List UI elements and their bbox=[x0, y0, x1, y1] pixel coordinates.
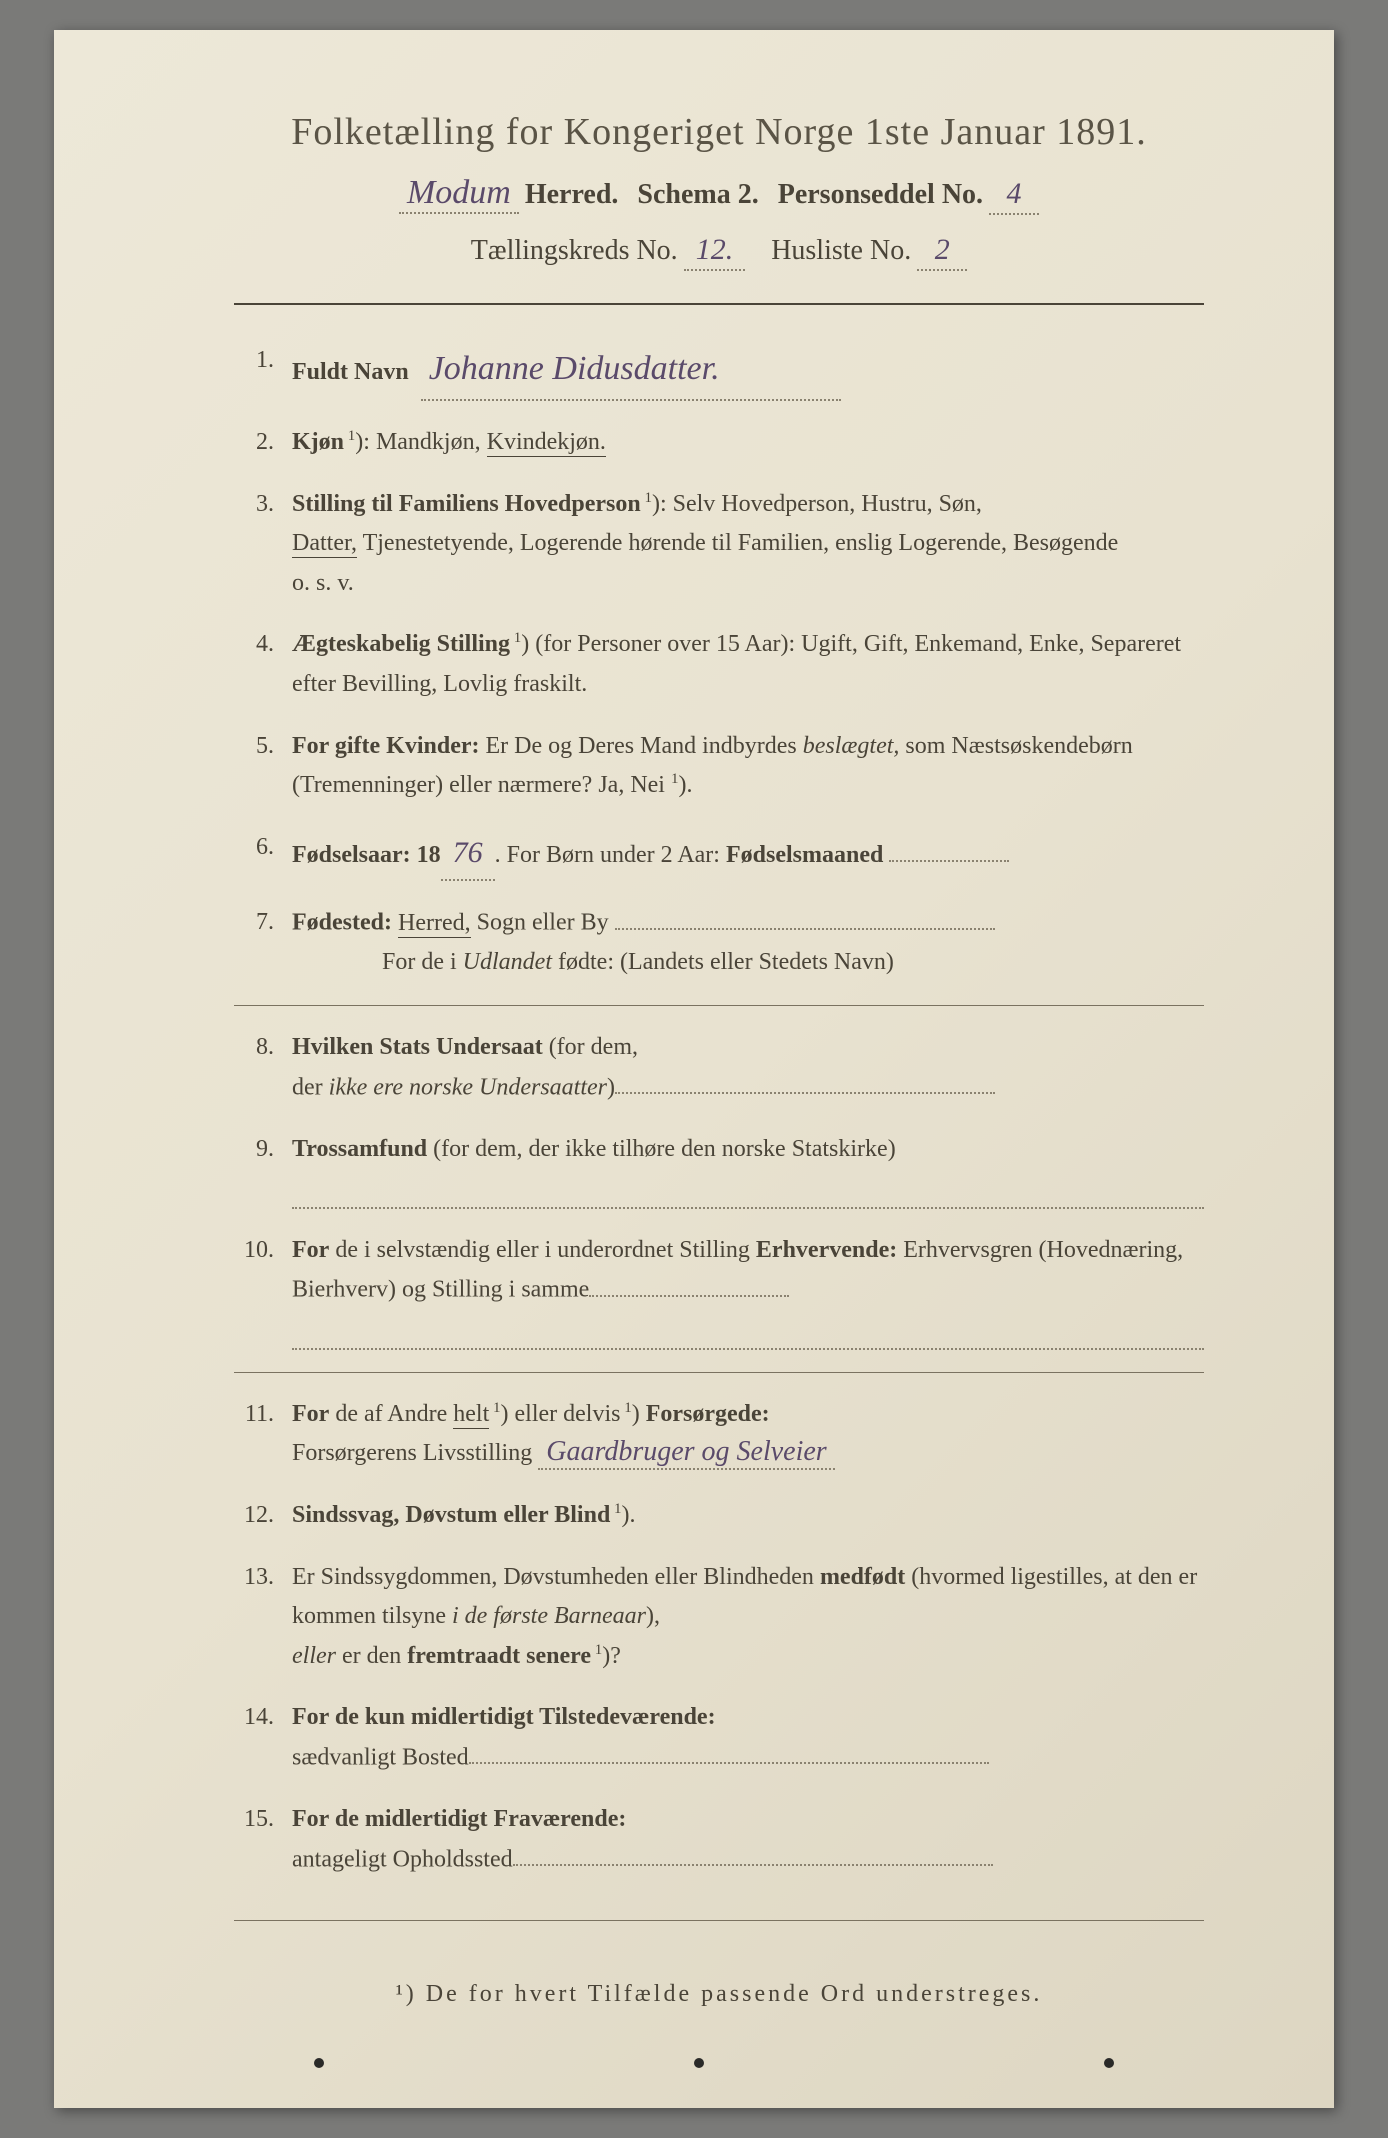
header-divider bbox=[234, 303, 1204, 305]
taellingskreds-label: Tællingskreds No. bbox=[471, 235, 678, 267]
field-15: 15. For de midlertidigt Fraværende: anta… bbox=[234, 1800, 1204, 1880]
section-divider-2 bbox=[234, 1372, 1204, 1373]
personseddel-no: 4 bbox=[989, 177, 1039, 215]
field-2-selected: Kvindekjøn. bbox=[487, 429, 606, 457]
form-title: Folketælling for Kongeriget Norge 1ste J… bbox=[234, 110, 1204, 154]
field-7-selected: Herred, bbox=[398, 910, 471, 938]
field-1-value: Johanne Didusdatter. bbox=[421, 341, 841, 401]
paper-blemish bbox=[694, 2058, 704, 2068]
field-11: 11. For de af Andre helt 1) eller delvis… bbox=[234, 1395, 1204, 1474]
field-11-value: Gaardbruger og Selveier bbox=[538, 1438, 834, 1470]
husliste-no: 2 bbox=[917, 233, 967, 271]
field-6: 6. Fødselsaar: 1876. For Børn under 2 Aa… bbox=[234, 828, 1204, 882]
taellingskreds-no: 12. bbox=[684, 233, 746, 271]
field-6-label: Fødselsaar: 18 bbox=[292, 842, 441, 868]
field-3: 3. Stilling til Familiens Hovedperson 1)… bbox=[234, 485, 1204, 604]
field-15-label: For de midlertidigt Fraværende: bbox=[292, 1806, 626, 1832]
field-2-label: Kjøn bbox=[292, 429, 344, 455]
field-10: 10. For de i selvstændig eller i underor… bbox=[234, 1231, 1204, 1350]
field-8: 8. Hvilken Stats Undersaat (for dem, der… bbox=[234, 1028, 1204, 1108]
field-5-label: For gifte Kvinder: bbox=[292, 733, 480, 759]
herred-handwritten: Modum bbox=[399, 176, 519, 214]
subheader-line-1: Modum Herred. Schema 2. Personseddel No.… bbox=[234, 176, 1204, 215]
herred-label: Herred. bbox=[525, 179, 619, 211]
field-12: 12. Sindssvag, Døvstum eller Blind 1). bbox=[234, 1496, 1204, 1536]
field-4-label: Ægteskabelig Stilling bbox=[292, 631, 510, 657]
personseddel-label: Personseddel No. bbox=[778, 179, 983, 211]
schema-label: Schema 2. bbox=[637, 179, 758, 211]
paper-blemish bbox=[1104, 2058, 1114, 2068]
field-3-label: Stilling til Familiens Hovedperson bbox=[292, 491, 641, 517]
field-14-label: For de kun midlertidigt Tilstedeværende: bbox=[292, 1704, 716, 1730]
field-6-year: 76 bbox=[441, 828, 495, 882]
paper-blemish bbox=[314, 2058, 324, 2068]
census-form-page: Folketælling for Kongeriget Norge 1ste J… bbox=[54, 30, 1334, 2108]
footnote: ¹) De for hvert Tilfælde passende Ord un… bbox=[234, 1981, 1204, 2008]
field-12-label: Sindssvag, Døvstum eller Blind bbox=[292, 1502, 610, 1528]
field-7-label: Fødested: bbox=[292, 910, 392, 936]
field-9-label: Trossamfund bbox=[292, 1136, 427, 1162]
field-14: 14. For de kun midlertidigt Tilstedevære… bbox=[234, 1698, 1204, 1778]
field-7: 7. Fødested: Herred, Sogn eller By For d… bbox=[234, 903, 1204, 983]
form-header: Folketælling for Kongeriget Norge 1ste J… bbox=[234, 110, 1204, 271]
subheader-line-2: Tællingskreds No. 12. Husliste No. 2 bbox=[234, 233, 1204, 271]
field-4: 4. Ægteskabelig Stilling 1) (for Persone… bbox=[234, 625, 1204, 704]
field-5: 5. For gifte Kvinder: Er De og Deres Man… bbox=[234, 727, 1204, 806]
field-3-selected: Datter, bbox=[292, 530, 357, 558]
footnote-divider bbox=[234, 1920, 1204, 1921]
field-1-label: Fuldt Navn bbox=[292, 359, 409, 385]
field-2: 2. Kjøn 1): Mandkjøn, Kvindekjøn. bbox=[234, 423, 1204, 463]
field-8-label: Hvilken Stats Undersaat bbox=[292, 1034, 543, 1060]
field-1: 1. Fuldt Navn Johanne Didusdatter. bbox=[234, 341, 1204, 401]
husliste-label: Husliste No. bbox=[771, 235, 911, 267]
section-divider-1 bbox=[234, 1005, 1204, 1006]
field-13: 13. Er Sindssygdommen, Døvstumheden elle… bbox=[234, 1558, 1204, 1677]
field-9: 9. Trossamfund (for dem, der ikke tilhør… bbox=[234, 1130, 1204, 1209]
